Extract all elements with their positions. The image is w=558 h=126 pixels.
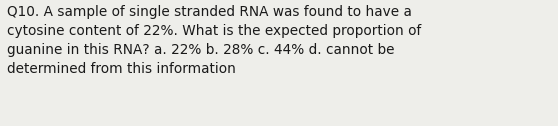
Text: Q10. A sample of single stranded RNA was found to have a
cytosine content of 22%: Q10. A sample of single stranded RNA was… [7,5,421,76]
